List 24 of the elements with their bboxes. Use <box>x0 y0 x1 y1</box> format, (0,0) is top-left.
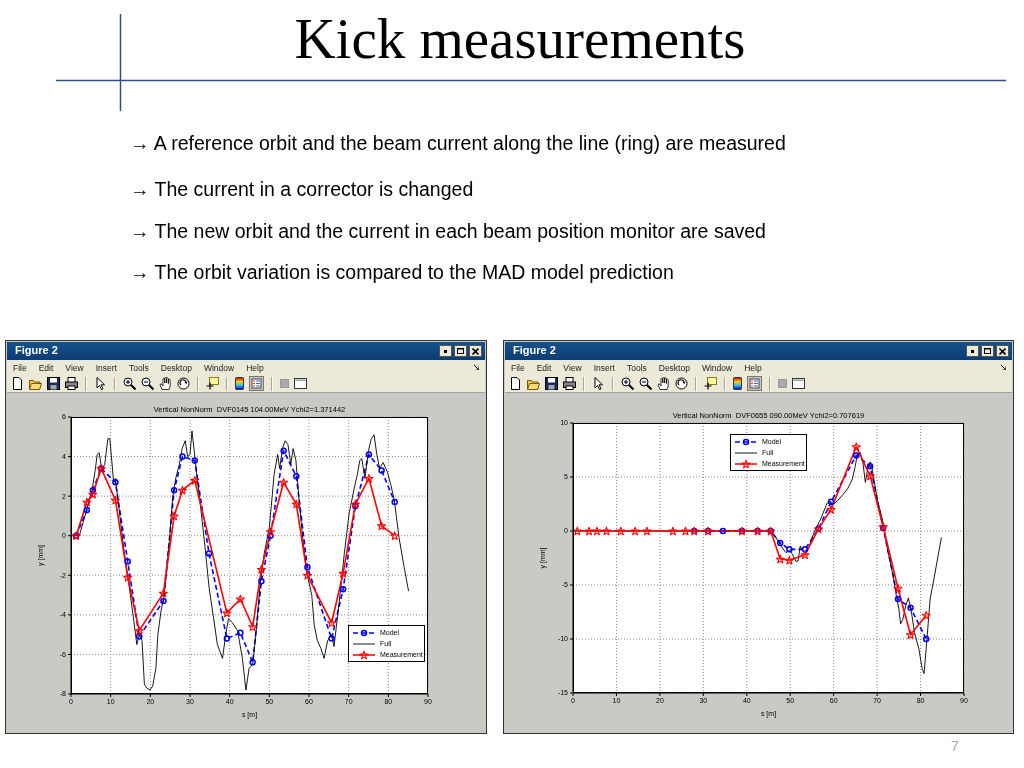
text: Desktop <box>160 362 192 373</box>
text: Window <box>203 362 235 373</box>
text: Help <box>744 362 762 373</box>
text: 7 <box>951 738 959 754</box>
text: File <box>511 362 525 373</box>
text: View <box>563 362 582 373</box>
text: Edit <box>536 362 552 373</box>
text: Tools <box>128 362 149 373</box>
text: Insert <box>593 362 615 373</box>
text: Help <box>246 362 264 373</box>
text: Desktop <box>658 362 690 373</box>
text: Edit <box>38 362 54 373</box>
caption: Figure 2 <box>513 344 556 356</box>
text: Kick measurements <box>293 7 747 70</box>
text: → The new orbit and the current in each beam position monitor are saved <box>130 219 766 243</box>
caption: Figure 2 <box>15 344 58 356</box>
text: File <box>13 362 27 373</box>
text: → The orbit variation is compared to the MAD model prediction <box>130 260 674 284</box>
text: → A reference orbit and the beam current along the line (ring) are measured <box>130 131 786 155</box>
text: Insert <box>95 362 117 373</box>
text: Tools <box>626 362 647 373</box>
text: → The current in a corrector is changed <box>130 177 474 201</box>
text: View <box>65 362 84 373</box>
text: Window <box>701 362 733 373</box>
